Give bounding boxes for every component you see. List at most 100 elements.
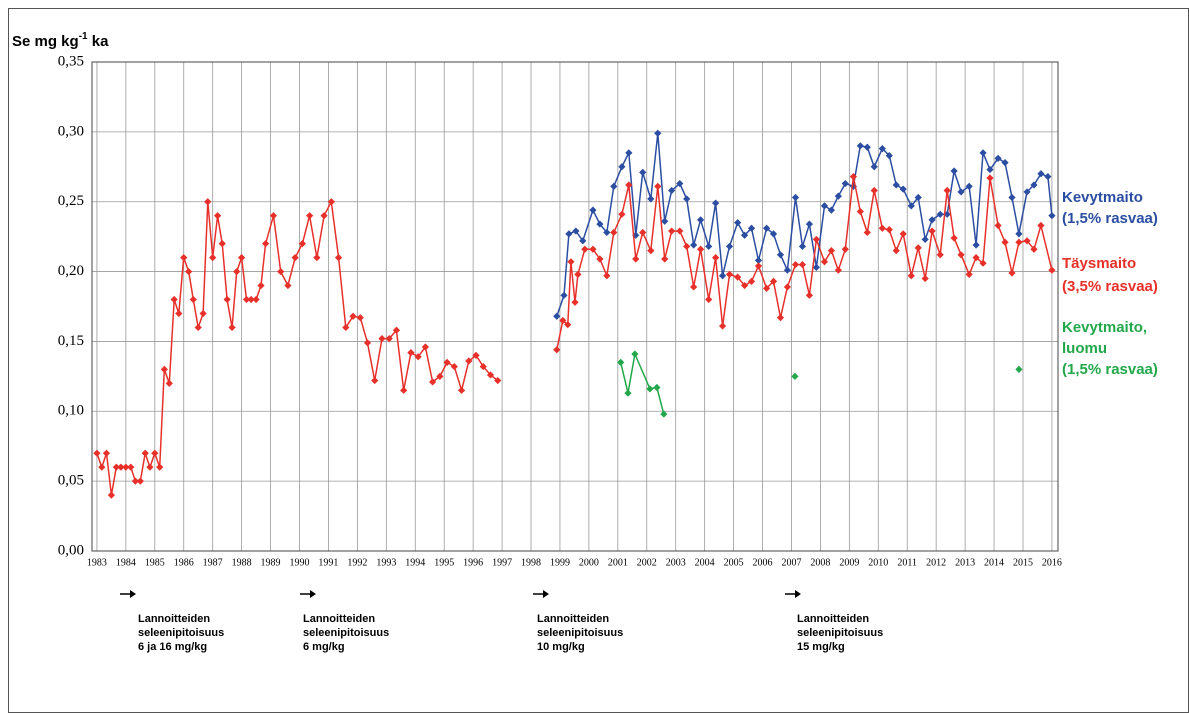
data-point bbox=[899, 185, 907, 193]
data-point bbox=[407, 349, 415, 357]
x-tick-label: 1987 bbox=[203, 557, 223, 568]
data-point bbox=[791, 260, 800, 269]
y-label-part: ka bbox=[88, 33, 110, 50]
data-point bbox=[107, 491, 115, 499]
data-point bbox=[812, 235, 820, 244]
data-point bbox=[565, 230, 573, 238]
data-point bbox=[610, 182, 618, 190]
data-point bbox=[247, 295, 255, 304]
data-point bbox=[213, 212, 222, 220]
data-point bbox=[950, 234, 958, 242]
data-point bbox=[93, 449, 101, 457]
x-tick-label: 1997 bbox=[492, 557, 512, 568]
data-point bbox=[639, 228, 647, 237]
data-point bbox=[798, 242, 807, 251]
data-point bbox=[994, 221, 1002, 230]
annotation-text: 6 ja 16 mg/kg bbox=[138, 641, 207, 653]
x-tick-label: 1994 bbox=[405, 557, 425, 568]
data-point bbox=[914, 244, 922, 252]
data-point bbox=[617, 358, 625, 366]
data-point bbox=[791, 372, 799, 380]
data-point bbox=[928, 227, 936, 235]
data-point bbox=[885, 226, 893, 234]
data-point bbox=[1030, 245, 1038, 253]
x-tick-label: 2013 bbox=[955, 557, 975, 568]
x-tick-label: 2008 bbox=[810, 557, 830, 568]
data-point bbox=[740, 231, 749, 239]
data-point bbox=[928, 216, 936, 224]
data-point bbox=[436, 372, 444, 380]
data-point bbox=[589, 206, 597, 214]
data-point bbox=[320, 212, 328, 220]
x-tick-label: 2002 bbox=[637, 557, 657, 568]
data-point bbox=[798, 260, 807, 269]
data-point bbox=[385, 335, 393, 343]
annotation-text: Lannoitteiden bbox=[797, 613, 869, 625]
data-point bbox=[878, 145, 886, 153]
data-point bbox=[762, 224, 771, 232]
data-point bbox=[754, 262, 763, 270]
data-point bbox=[252, 295, 260, 304]
data-point bbox=[812, 263, 820, 271]
annotation-text: Lannoitteiden bbox=[303, 613, 375, 625]
data-point bbox=[712, 254, 720, 262]
x-tick-label: 2001 bbox=[608, 557, 628, 568]
y-tick-label: 0,30 bbox=[58, 123, 84, 139]
arrow-head bbox=[795, 590, 801, 598]
x-tick-label: 1983 bbox=[87, 557, 107, 568]
data-point bbox=[160, 365, 168, 373]
y-label-part: Se mg kg bbox=[12, 33, 79, 50]
data-point bbox=[579, 237, 587, 245]
data-point bbox=[747, 277, 756, 285]
x-tick-label: 2000 bbox=[579, 557, 599, 568]
data-point bbox=[718, 272, 727, 280]
data-point bbox=[291, 254, 299, 262]
annotation-text: 6 mg/kg bbox=[303, 641, 345, 653]
data-point bbox=[841, 245, 849, 253]
data-point bbox=[199, 309, 207, 318]
y-tick-label: 0,00 bbox=[58, 542, 84, 558]
data-point bbox=[553, 312, 561, 320]
data-point bbox=[725, 242, 734, 251]
x-tick-label: 1995 bbox=[434, 557, 454, 568]
data-point bbox=[625, 181, 633, 189]
data-point bbox=[572, 227, 580, 235]
data-point bbox=[632, 255, 640, 263]
data-point bbox=[165, 379, 173, 387]
data-point bbox=[943, 186, 951, 195]
data-point bbox=[1044, 172, 1052, 181]
x-tick-label: 2007 bbox=[781, 557, 801, 568]
data-point bbox=[472, 351, 480, 359]
annotation-text: seleenipitoisuus bbox=[797, 627, 883, 639]
data-point bbox=[907, 202, 915, 210]
data-point bbox=[457, 386, 466, 394]
data-point bbox=[921, 274, 929, 283]
data-point bbox=[705, 242, 713, 251]
data-point bbox=[950, 167, 958, 175]
data-point bbox=[776, 314, 785, 322]
data-point bbox=[581, 245, 589, 253]
data-point bbox=[156, 463, 164, 471]
data-point bbox=[479, 362, 487, 371]
data-point bbox=[218, 240, 226, 248]
data-point bbox=[356, 314, 364, 322]
x-tick-label: 1986 bbox=[174, 557, 194, 568]
data-point bbox=[209, 254, 217, 262]
y-axis-label: Se mg kg-1 ka bbox=[12, 31, 109, 50]
data-point bbox=[892, 181, 900, 189]
data-point bbox=[429, 378, 437, 386]
y-tick-label: 0,05 bbox=[58, 473, 84, 489]
data-point bbox=[596, 255, 604, 263]
data-point bbox=[834, 192, 842, 200]
data-point bbox=[734, 219, 742, 227]
data-point bbox=[560, 291, 568, 299]
data-point bbox=[194, 323, 202, 332]
data-point bbox=[791, 193, 800, 202]
data-point bbox=[284, 281, 292, 290]
data-point bbox=[257, 281, 265, 290]
data-point bbox=[986, 174, 994, 182]
data-point bbox=[180, 254, 188, 262]
data-point bbox=[185, 267, 193, 276]
annotation-text: Lannoitteiden bbox=[138, 613, 210, 625]
data-point bbox=[870, 163, 878, 171]
